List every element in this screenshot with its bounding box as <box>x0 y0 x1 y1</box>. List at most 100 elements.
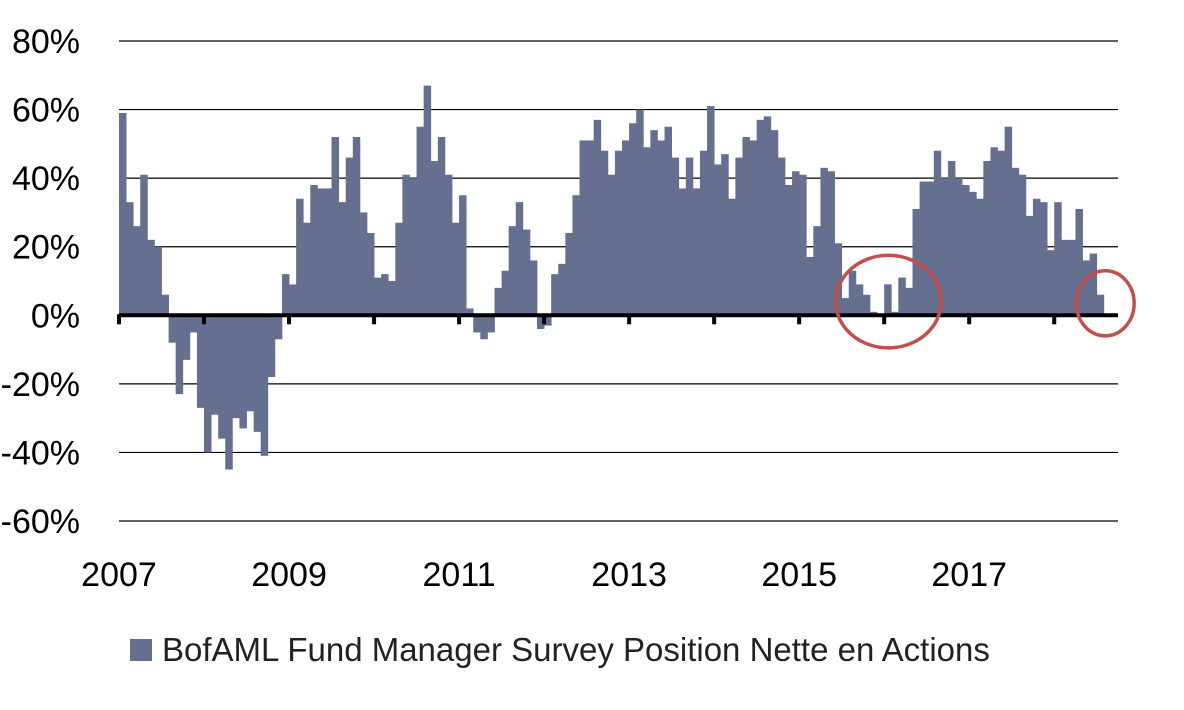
highlight-circle <box>1074 268 1136 338</box>
bar <box>374 277 382 316</box>
bar <box>671 157 680 316</box>
bar <box>466 308 474 316</box>
bar <box>749 140 758 316</box>
bar <box>593 119 602 316</box>
bar <box>714 164 722 316</box>
x-tick-labels: 2007 2009 2011 2013 2015 2017 <box>81 556 1007 594</box>
bar <box>834 243 843 316</box>
bar <box>395 222 403 316</box>
bar <box>388 281 396 316</box>
bar <box>728 198 736 316</box>
bar <box>976 198 984 316</box>
bar <box>402 174 410 316</box>
bar <box>494 287 502 316</box>
bar <box>884 284 892 316</box>
y-tick-label: -40% <box>1 434 80 472</box>
x-tick-label: 2007 <box>81 556 157 594</box>
bar <box>338 202 347 316</box>
bar <box>784 185 793 316</box>
bar <box>1040 202 1048 316</box>
bar <box>459 195 467 316</box>
bar <box>529 260 538 316</box>
bar <box>919 181 928 316</box>
bar <box>126 202 134 316</box>
bar <box>841 298 850 316</box>
bar <box>579 140 587 316</box>
bar <box>211 315 219 415</box>
bar <box>1004 126 1013 316</box>
bar <box>161 294 169 316</box>
bar <box>1018 174 1027 316</box>
bar <box>947 161 956 316</box>
bar <box>926 181 935 316</box>
bar <box>721 154 729 316</box>
bar <box>848 270 857 316</box>
x-tick-label: 2015 <box>761 556 837 594</box>
bar <box>289 284 297 316</box>
bar <box>969 191 977 316</box>
x-tick-label: 2017 <box>931 556 1007 594</box>
bar <box>933 150 942 316</box>
bar <box>756 119 765 316</box>
bar <box>657 140 665 316</box>
bar <box>820 167 828 316</box>
bar <box>955 178 963 316</box>
bar <box>480 315 488 340</box>
bar <box>622 140 630 316</box>
x-tick-label: 2013 <box>591 556 667 594</box>
y-tick-label: 60% <box>12 92 80 130</box>
bar <box>451 222 460 316</box>
bar <box>522 229 531 316</box>
bar <box>827 171 835 316</box>
bar <box>813 226 821 316</box>
bar <box>182 315 191 360</box>
bar <box>310 185 318 316</box>
bar <box>763 116 772 316</box>
bar <box>119 113 127 316</box>
legend-swatch <box>130 639 152 661</box>
bar <box>1047 250 1055 316</box>
bar <box>352 137 361 316</box>
bar <box>1075 209 1083 316</box>
bar <box>636 109 644 316</box>
bar <box>218 315 226 439</box>
bar <box>515 202 524 316</box>
bar <box>650 130 658 316</box>
y-tick-label: -60% <box>1 503 80 541</box>
highlight-circle <box>833 253 943 350</box>
bar <box>196 315 205 408</box>
bar <box>586 140 595 316</box>
bar <box>140 174 148 316</box>
bar <box>204 315 212 453</box>
bar <box>742 137 750 316</box>
y-tick-label: 40% <box>12 160 80 198</box>
bar <box>473 315 481 333</box>
bar <box>154 246 162 316</box>
bar <box>1096 294 1105 316</box>
bar <box>777 157 786 316</box>
bar <box>862 294 871 316</box>
bar <box>792 171 800 316</box>
bar <box>253 315 262 432</box>
bar <box>600 150 609 316</box>
bar <box>366 233 375 316</box>
legend-label: BofAML Fund Manager Survey Position Nett… <box>162 631 990 668</box>
y-tick-labels: 80% 60% 40% 20% 0% -20% -40% -60% <box>1 23 80 541</box>
bar <box>281 274 290 316</box>
y-tick-label: 80% <box>12 23 80 61</box>
bar <box>1061 239 1069 316</box>
bar <box>381 274 389 316</box>
bar <box>274 315 283 340</box>
bar <box>246 315 255 412</box>
y-tick-label: 0% <box>31 297 80 335</box>
bar <box>699 150 708 316</box>
bar <box>707 106 715 316</box>
bar <box>1068 239 1076 316</box>
bar <box>629 123 637 316</box>
bar <box>643 147 651 316</box>
legend: BofAML Fund Manager Survey Position Nett… <box>130 628 990 672</box>
bar <box>558 263 566 316</box>
bar <box>962 185 970 316</box>
bar <box>905 287 913 316</box>
